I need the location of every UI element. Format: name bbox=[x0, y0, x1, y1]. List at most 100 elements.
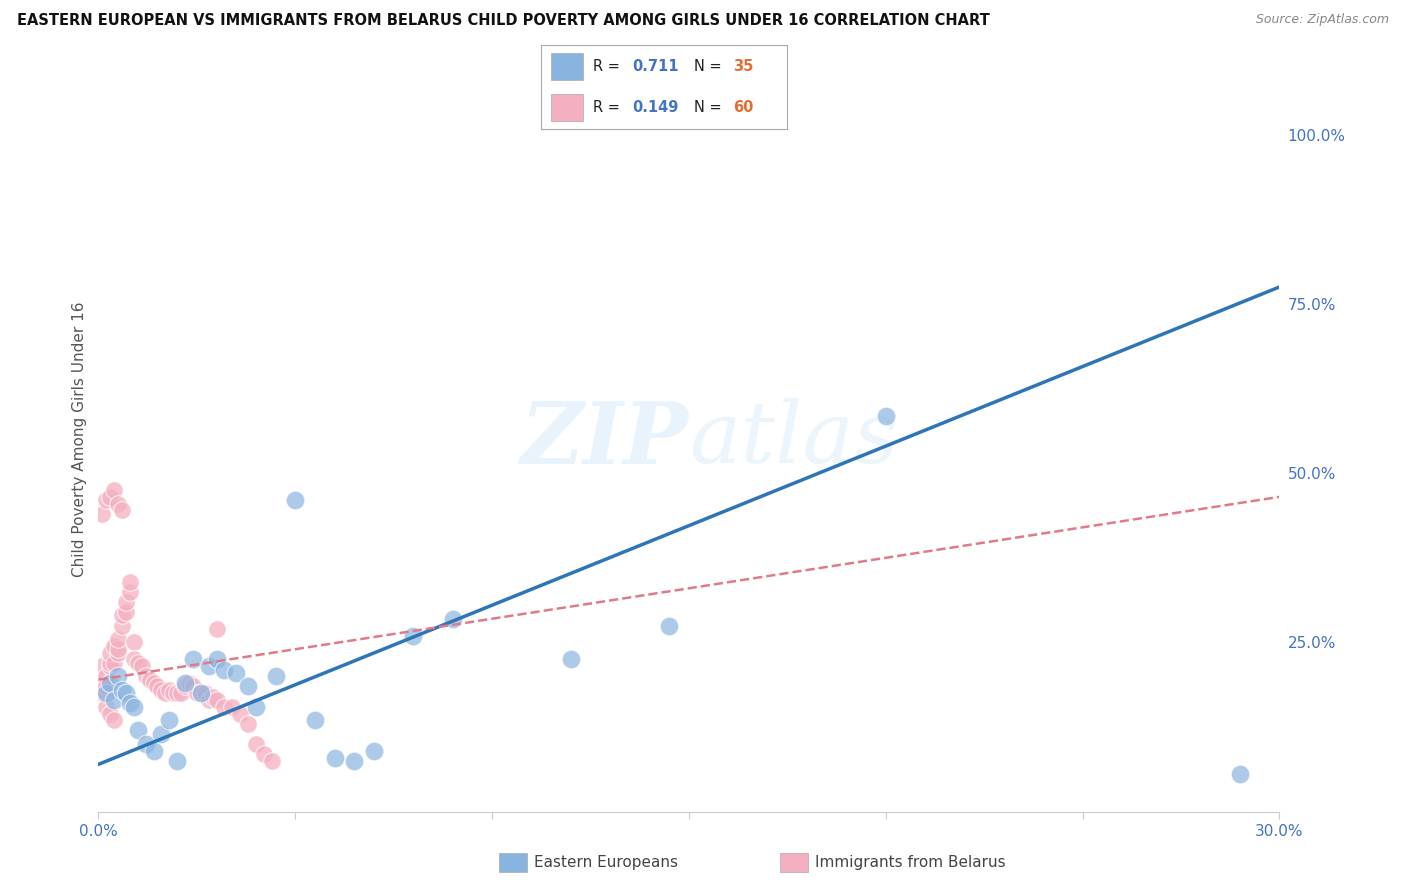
Point bbox=[205, 622, 228, 636]
Point bbox=[146, 680, 169, 694]
Point bbox=[96, 669, 118, 683]
Text: 60: 60 bbox=[734, 100, 754, 115]
Point bbox=[91, 659, 114, 673]
Point bbox=[122, 635, 145, 649]
Point bbox=[103, 483, 125, 497]
Point bbox=[111, 503, 134, 517]
Point bbox=[96, 699, 118, 714]
Point bbox=[225, 665, 247, 680]
Text: 0.149: 0.149 bbox=[633, 100, 679, 115]
Point bbox=[260, 754, 283, 768]
Point bbox=[170, 686, 193, 700]
Text: EASTERN EUROPEAN VS IMMIGRANTS FROM BELARUS CHILD POVERTY AMONG GIRLS UNDER 16 C: EASTERN EUROPEAN VS IMMIGRANTS FROM BELA… bbox=[17, 13, 990, 29]
Point bbox=[103, 656, 125, 670]
Point bbox=[98, 659, 121, 673]
Text: Source: ZipAtlas.com: Source: ZipAtlas.com bbox=[1256, 13, 1389, 27]
Point bbox=[138, 673, 160, 687]
Point bbox=[96, 493, 118, 508]
Point bbox=[111, 682, 134, 697]
Point bbox=[236, 680, 259, 694]
Point bbox=[441, 612, 464, 626]
Point bbox=[107, 497, 129, 511]
Point bbox=[229, 706, 252, 721]
Point bbox=[127, 656, 149, 670]
Point bbox=[135, 669, 157, 683]
Point bbox=[118, 697, 141, 711]
Point bbox=[142, 744, 165, 758]
Point bbox=[363, 744, 385, 758]
Point bbox=[304, 714, 326, 728]
Point bbox=[245, 699, 267, 714]
Point bbox=[98, 646, 121, 660]
Point bbox=[236, 716, 259, 731]
Point bbox=[98, 490, 121, 504]
Text: Immigrants from Belarus: Immigrants from Belarus bbox=[815, 855, 1007, 870]
Y-axis label: Child Poverty Among Girls Under 16: Child Poverty Among Girls Under 16 bbox=[72, 301, 87, 577]
Point bbox=[155, 686, 177, 700]
Point bbox=[174, 680, 197, 694]
Point bbox=[103, 639, 125, 653]
Point bbox=[205, 693, 228, 707]
Point bbox=[197, 659, 219, 673]
Point bbox=[166, 686, 188, 700]
Point bbox=[190, 686, 212, 700]
Point bbox=[214, 663, 236, 677]
Point bbox=[98, 656, 121, 670]
Bar bbox=[551, 94, 583, 120]
Point bbox=[98, 676, 121, 690]
Point bbox=[402, 629, 425, 643]
Point bbox=[115, 595, 138, 609]
Point bbox=[253, 747, 276, 761]
Point bbox=[343, 754, 366, 768]
Point bbox=[186, 686, 208, 700]
Point bbox=[98, 706, 121, 721]
Point bbox=[107, 646, 129, 660]
Point bbox=[122, 699, 145, 714]
Text: 35: 35 bbox=[734, 59, 754, 74]
Point bbox=[214, 699, 236, 714]
Point bbox=[174, 676, 197, 690]
Point bbox=[157, 714, 180, 728]
Point bbox=[658, 618, 681, 632]
Point bbox=[181, 652, 204, 666]
Point bbox=[107, 632, 129, 646]
Point bbox=[205, 652, 228, 666]
Point bbox=[107, 669, 129, 683]
Point bbox=[197, 693, 219, 707]
Point bbox=[284, 493, 307, 508]
Point bbox=[194, 686, 217, 700]
Point bbox=[323, 750, 346, 764]
Point bbox=[875, 409, 897, 423]
Point bbox=[560, 652, 582, 666]
Point bbox=[162, 686, 184, 700]
Text: R =: R = bbox=[593, 59, 624, 74]
Point bbox=[118, 574, 141, 589]
Point bbox=[107, 642, 129, 657]
Point bbox=[150, 727, 173, 741]
Point bbox=[1229, 767, 1251, 781]
Point bbox=[135, 737, 157, 751]
Point bbox=[122, 652, 145, 666]
Point bbox=[264, 669, 287, 683]
Point bbox=[115, 686, 138, 700]
Text: R =: R = bbox=[593, 100, 624, 115]
Point bbox=[157, 682, 180, 697]
Point bbox=[118, 584, 141, 599]
Point bbox=[96, 680, 118, 694]
Point bbox=[221, 699, 243, 714]
Point bbox=[91, 507, 114, 521]
Point bbox=[111, 608, 134, 623]
Point bbox=[177, 676, 200, 690]
Point bbox=[245, 737, 267, 751]
Point bbox=[111, 618, 134, 632]
Text: atlas: atlas bbox=[689, 398, 898, 481]
Point bbox=[91, 686, 114, 700]
Point bbox=[142, 676, 165, 690]
Point bbox=[201, 690, 224, 704]
Point bbox=[166, 754, 188, 768]
Text: N =: N = bbox=[695, 59, 725, 74]
Point bbox=[131, 659, 153, 673]
Text: ZIP: ZIP bbox=[522, 398, 689, 481]
Point bbox=[127, 723, 149, 738]
Point bbox=[96, 686, 118, 700]
